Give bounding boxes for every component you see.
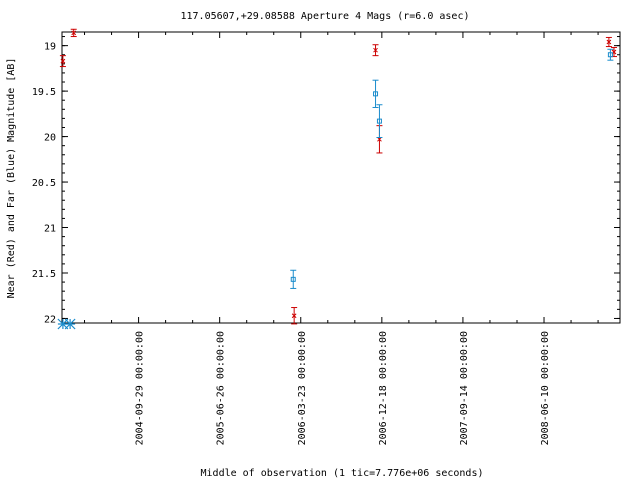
- far-blue-point: [290, 269, 297, 289]
- y-axis-label: Near (Red) and Far (Blue) Magnitude [AB]: [6, 58, 17, 299]
- data-series: [57, 28, 617, 330]
- near-red-point: [605, 36, 612, 48]
- y-tick-label: 20: [44, 133, 56, 144]
- y-tick-label: 19.5: [32, 87, 56, 98]
- y-tick-label: 21.5: [32, 269, 56, 280]
- square-marker: [607, 52, 613, 58]
- y-tick-label: 19: [44, 42, 56, 53]
- chart-title: 117.05607,+29.08588 Aperture 4 Mags (r=6…: [181, 11, 470, 22]
- limit-asterisk-marker: [64, 318, 76, 330]
- square-marker: [373, 91, 379, 97]
- near-red-point: [70, 28, 77, 38]
- square-marker: [376, 118, 382, 124]
- x-tick-label: 2007-09-14 00:00:00: [459, 331, 470, 445]
- x-marker: [291, 313, 297, 319]
- x-tick-label: 2006-12-18 00:00:00: [378, 331, 389, 445]
- y-tick-label: 21: [44, 224, 56, 235]
- near-red-point: [291, 307, 298, 325]
- limit-asterisk-marker: [57, 318, 69, 330]
- near-red-point: [372, 44, 379, 57]
- y-tick-label: 22: [44, 314, 56, 325]
- x-marker: [373, 47, 378, 53]
- y-axis-ticks: 19 19.5 20 20.5 21 21.5 22: [32, 36, 620, 325]
- x-marker: [60, 58, 66, 64]
- square-marker: [290, 276, 296, 282]
- y-tick-label: 20.5: [32, 178, 56, 189]
- x-tick-label: 2006-03-23 00:00:00: [297, 331, 308, 445]
- near-red-point: [59, 55, 66, 68]
- x-marker: [71, 30, 77, 36]
- x-tick-label: 2004-09-29 00:00:00: [135, 331, 146, 445]
- far-blue-point: [372, 79, 379, 108]
- x-tick-label: 2008-06-10 00:00:00: [540, 331, 551, 445]
- far-blue-point: [376, 104, 383, 138]
- x-axis-ticks: 2004-09-29 00:00:00 2005-06-26 00:00:00 20…: [84, 32, 599, 445]
- x-marker: [606, 39, 612, 45]
- plot-frame: [61, 31, 621, 324]
- x-tick-label: 2005-06-26 00:00:00: [216, 331, 227, 445]
- x-axis-label: Middle of observation (1 tic=7.776e+06 s…: [201, 468, 484, 479]
- far-blue-point: [607, 48, 614, 61]
